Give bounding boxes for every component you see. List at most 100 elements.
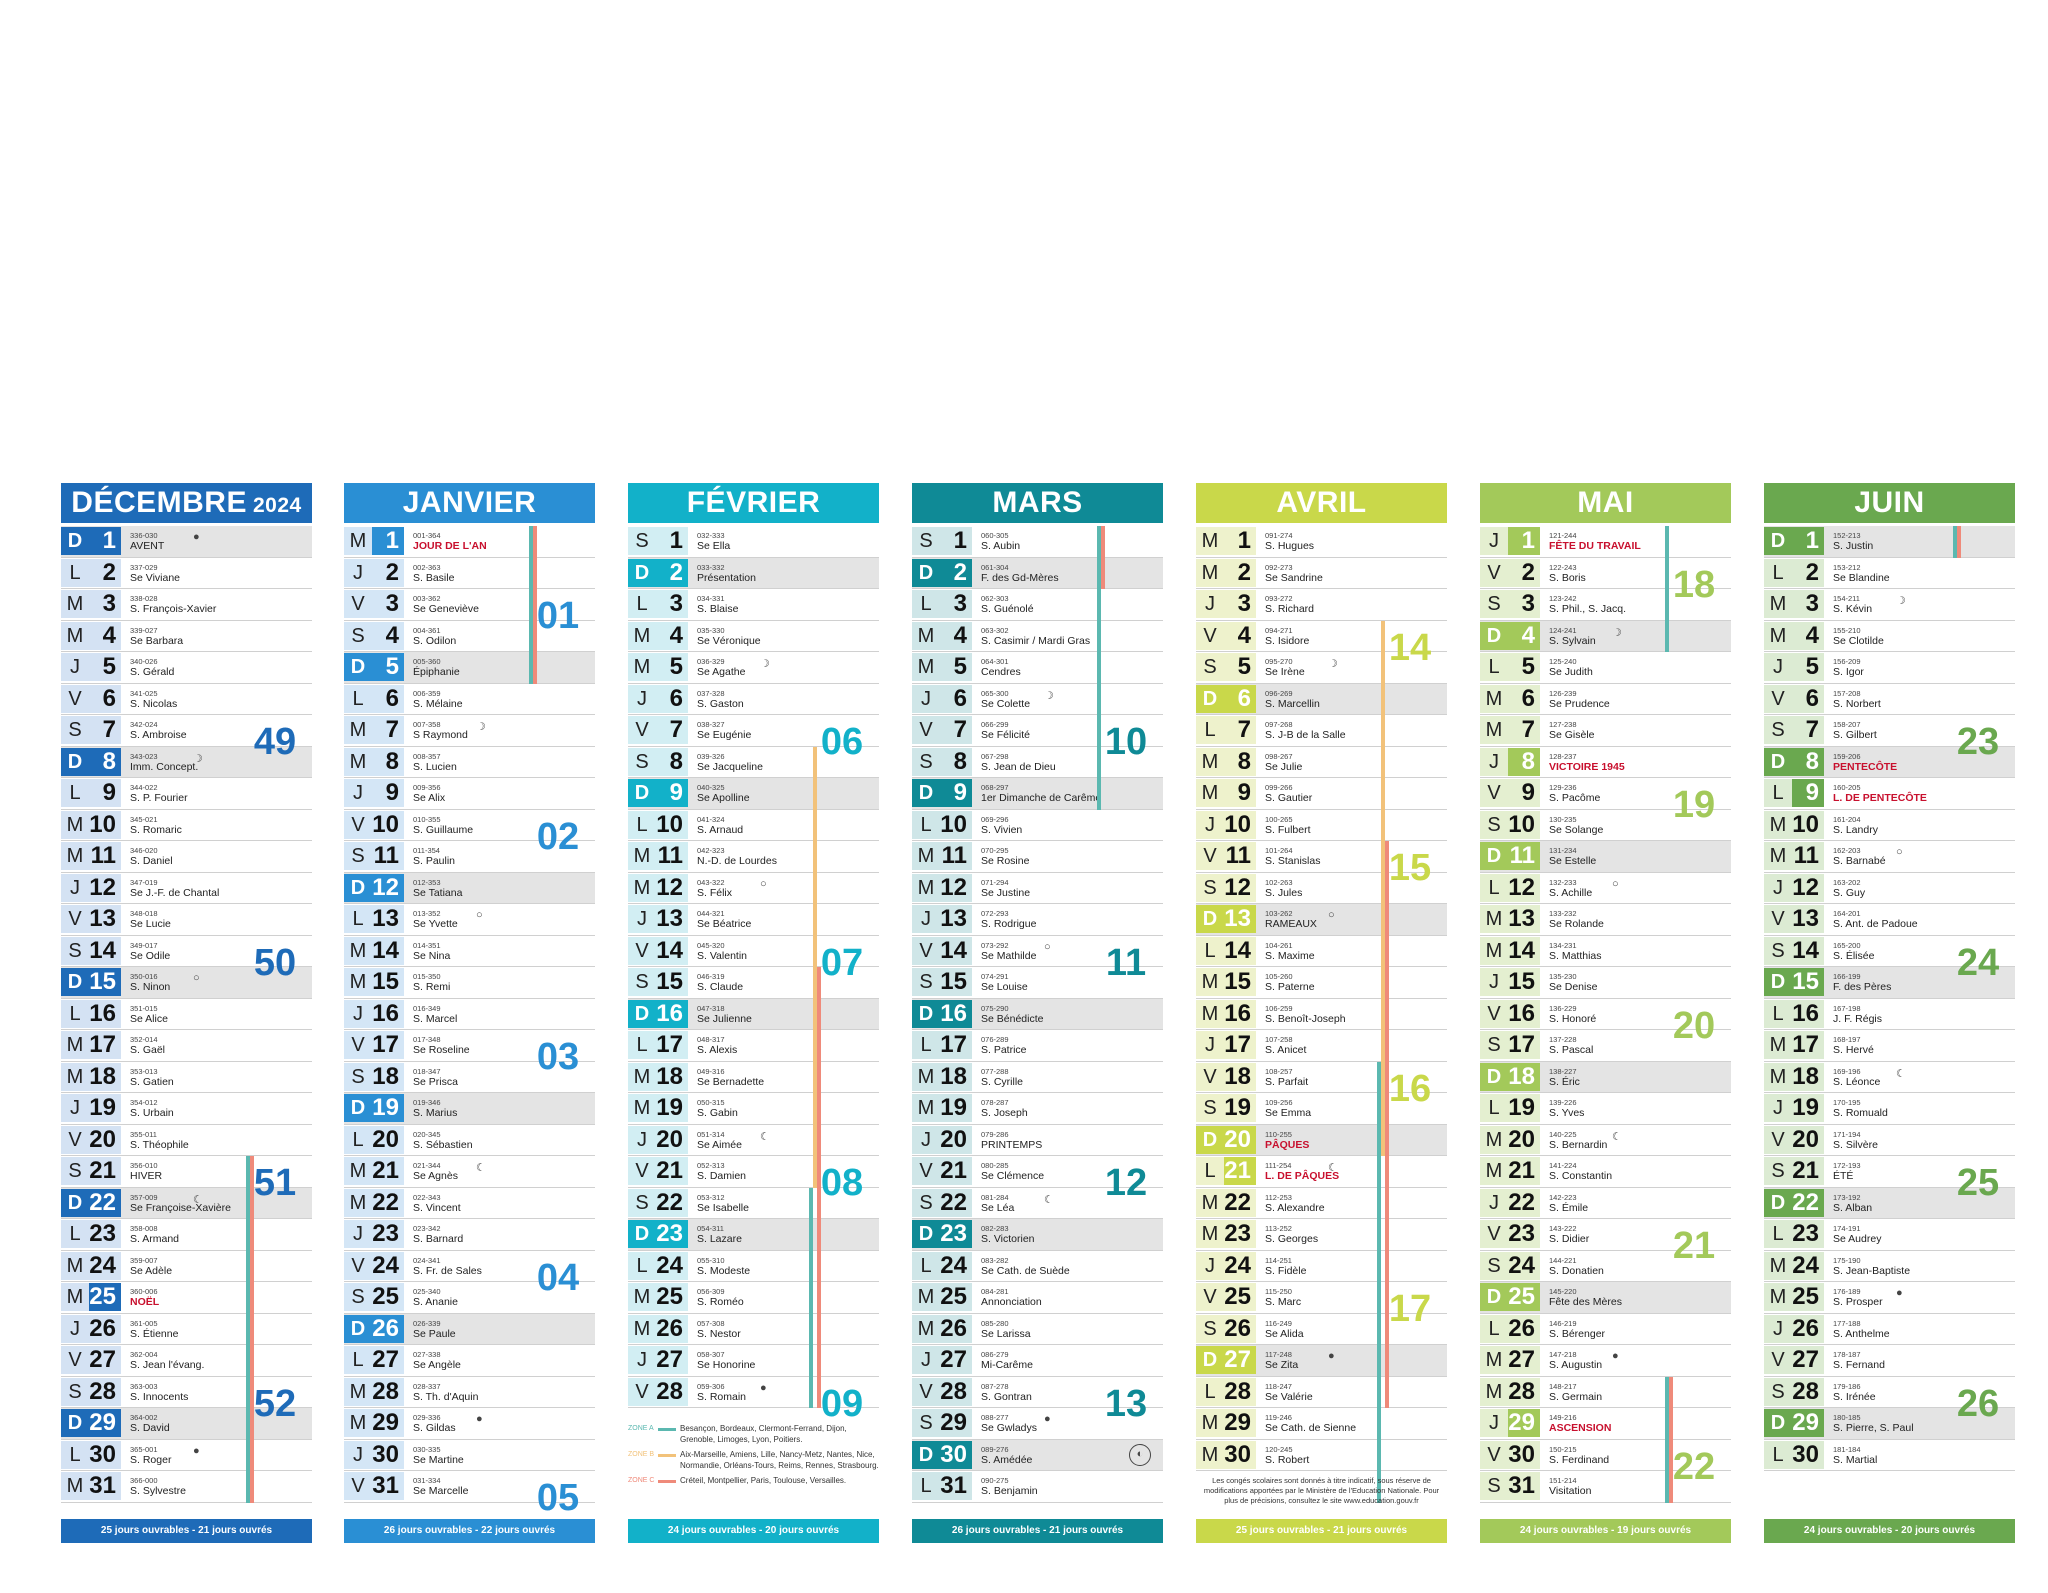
day-of-year: 159-206 [1833, 751, 1861, 761]
school-holiday-bar-zone-b [1381, 620, 1385, 1156]
weekday-letter: V [1196, 1283, 1224, 1311]
day-of-year: 337-029 [130, 562, 158, 572]
saint-name: S. Fernand [1833, 1359, 1885, 1371]
day-of-year: 097-268 [1265, 720, 1293, 729]
day-of-year: 128-237 [1549, 751, 1577, 761]
day-of-year: 062-303 [981, 594, 1009, 603]
day-of-year: 338-028 [130, 594, 158, 603]
saint-name: S. Gatien [130, 1075, 174, 1088]
weekday-letter: J [1764, 653, 1792, 681]
day-row: L 10 041-324 S. Arnaud [628, 810, 879, 841]
school-holiday-bar-zone-c [817, 967, 821, 1408]
day-number: 11 [1224, 842, 1256, 870]
weekday-letter: V [912, 1377, 940, 1406]
day-number: 27 [1508, 1346, 1540, 1374]
saint-name: S. Ferdinand [1549, 1453, 1610, 1466]
weekday-letter: S [912, 968, 940, 996]
weekday-letter: D [61, 1188, 89, 1217]
month-janvier: JANVIER M 1 001-364 JOUR DE L'AN J 2 002-363 S. … [344, 483, 595, 1543]
working-days-footer: 24 jours ouvrables - 20 jours ouvrés [1764, 1519, 2015, 1543]
day-number: 12 [1508, 873, 1540, 902]
day-of-year: 061-304 [981, 562, 1009, 572]
saint-name: S. Benjamin [981, 1485, 1038, 1497]
day-of-year: 025-340 [413, 1287, 441, 1296]
week-number: 16 [1388, 1067, 1432, 1110]
saint-name: S. Sylvestre [130, 1485, 187, 1497]
weekday-letter: M [61, 1283, 89, 1311]
month-title: MAI [1480, 483, 1731, 523]
saint-name: RAMEAUX [1265, 918, 1317, 930]
day-number: 22 [1224, 1188, 1256, 1217]
saint-name: Se Lucie [130, 918, 171, 930]
weekday-letter: D [1196, 905, 1224, 933]
day-row: S 21 172-193 ÉTÉ [1764, 1156, 2015, 1188]
day-of-year: 130-235 [1549, 814, 1577, 824]
saint-name: S. Fr. de Sales [413, 1264, 482, 1277]
day-number: 17 [656, 1031, 688, 1059]
weekday-letter: V [628, 1157, 656, 1185]
saint-name: S. Constantin [1549, 1170, 1613, 1182]
saint-name: Se Yvette [413, 918, 458, 930]
day-number: 15 [1508, 968, 1540, 996]
day-row: D 11 131-234 Se Estelle [1480, 841, 1731, 873]
holiday-name: L. DE PENTECÔTE [1833, 792, 1927, 804]
saint-name: S. Vivien [981, 823, 1023, 836]
day-of-year: 353-013 [130, 1066, 158, 1076]
weekday-letter: J [61, 653, 89, 681]
saint-name: S. Hugues [1265, 540, 1315, 552]
weekday-letter: S [1196, 873, 1224, 902]
saint-name: Se Justine [981, 886, 1031, 899]
day-row: M 2 092-273 Se Sandrine [1196, 558, 1447, 589]
day-of-year: 113-252 [1265, 1224, 1292, 1233]
weekday-letter: D [1196, 684, 1224, 713]
weekday-letter: V [1480, 779, 1508, 807]
day-number: 24 [1224, 1251, 1256, 1280]
day-of-year: 108-257 [1265, 1066, 1293, 1076]
day-row: J 27 086-279 Mi-Carême [912, 1345, 1163, 1377]
saint-name: Épiphanie [413, 666, 460, 678]
day-row: L 19 139-226 S. Yves [1480, 1093, 1731, 1125]
day-of-year: 150-215 [1549, 1444, 1577, 1454]
day-row: M 29 119-246 Se Cath. de Sienne [1196, 1408, 1447, 1440]
week-number: 24 [1956, 941, 2000, 984]
day-row: M 11 346-020 S. Daniel [61, 841, 312, 873]
weekday-letter: D [912, 1220, 940, 1248]
saint-name: S. Basile [413, 571, 455, 584]
saint-name: S. Daniel [130, 855, 173, 867]
saint-name: S. Élisée [1833, 949, 1875, 962]
school-holiday-bar-zone-c [1669, 1376, 1673, 1503]
day-of-year: 109-256 [1265, 1098, 1293, 1107]
saint-name: S. Ananie [413, 1296, 458, 1308]
day-number: 14 [1508, 936, 1540, 965]
day-of-year: 121-244 [1549, 531, 1577, 540]
saint-name: S. Romaric [130, 823, 182, 836]
day-of-year: 363-003 [130, 1381, 158, 1391]
saint-name: S. Valentin [697, 949, 748, 962]
saint-name: Se Mathilde [981, 949, 1037, 962]
day-number: 3 [1508, 590, 1540, 618]
day-of-year: 177-188 [1833, 1318, 1861, 1328]
weekday-letter: J [1196, 810, 1224, 839]
day-row: L 3 034-331 S. Blaise [628, 589, 879, 621]
weekday-letter: S [628, 747, 656, 776]
day-row: V 10 010-355 S. Guillaume [344, 810, 595, 841]
day-number: 24 [656, 1251, 688, 1280]
day-of-year: 057-308 [697, 1318, 725, 1328]
saint-name: S. Théophile [130, 1138, 189, 1151]
day-number: 3 [372, 590, 404, 618]
day-row: V 6 157-208 S. Norbert [1764, 684, 2015, 715]
day-row: J 5 340-026 S. Gérald [61, 652, 312, 684]
day-row: J 23 023-342 S. Barnard [344, 1219, 595, 1251]
day-of-year: 068-297 [981, 783, 1009, 792]
weekday-letter: J [344, 1440, 372, 1469]
day-row: M 26 057-308 S. Nestor [628, 1314, 879, 1345]
day-row: L 23 174-191 Se Audrey [1764, 1219, 2015, 1251]
day-of-year: 149-216 [1549, 1413, 1577, 1422]
day-number: 2 [1508, 558, 1540, 587]
day-of-year: 178-187 [1833, 1350, 1861, 1359]
weekday-letter: S [344, 842, 372, 870]
day-of-year: 008-357 [413, 751, 441, 761]
weekday-letter: V [61, 1125, 89, 1154]
day-of-year: 075-290 [981, 1003, 1009, 1013]
day-row: V 16 136-229 S. Honoré [1480, 999, 1731, 1030]
